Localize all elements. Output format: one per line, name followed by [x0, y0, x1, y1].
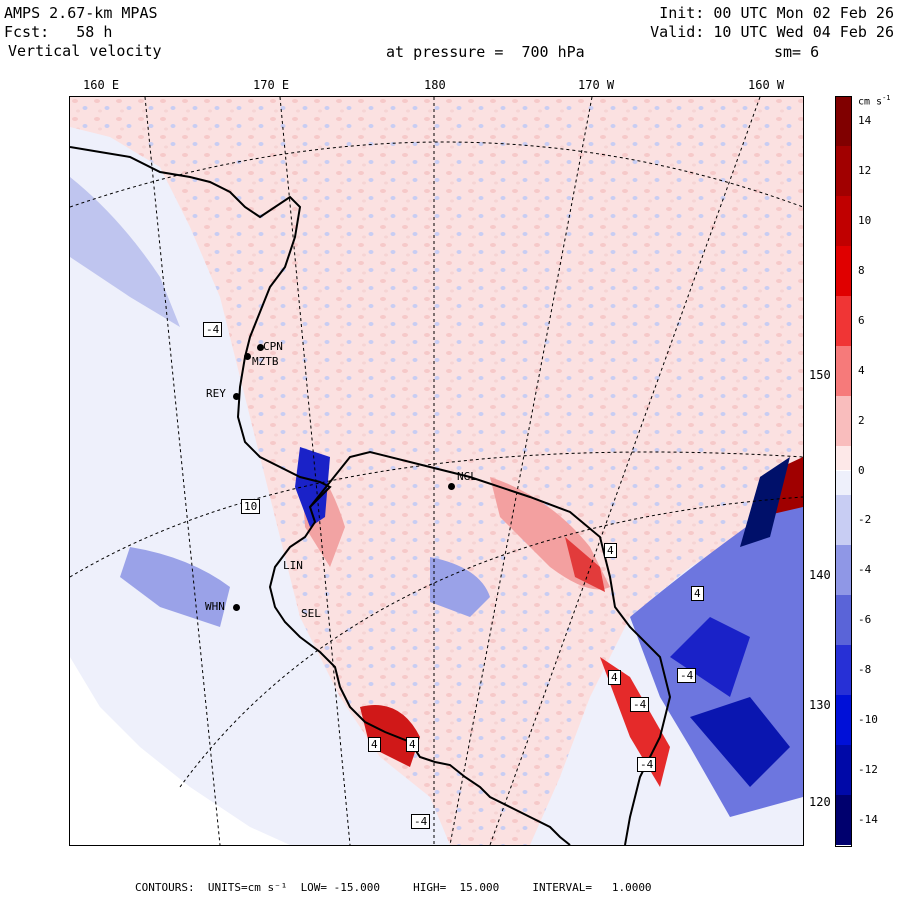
extremum-marker: 10	[241, 499, 261, 514]
colorbar-band	[836, 645, 851, 696]
extremum-marker: -4	[630, 697, 650, 712]
station-label-cpn: CPN	[263, 340, 283, 353]
colorbar-band	[836, 795, 851, 845]
colorbar-tick-label: 8	[858, 263, 865, 277]
station-dot-rey	[233, 393, 240, 400]
colorbar-band	[836, 470, 851, 496]
ice-shelf-front	[309, 450, 672, 845]
colorbar-band	[836, 695, 851, 746]
lon-label-160w: 160 W	[748, 78, 785, 92]
downdraft-core-east-3	[740, 457, 790, 547]
downdraft-core-east-2	[690, 697, 790, 787]
extremum-marker: -4	[411, 814, 431, 829]
colorbar-tick-label: -2	[858, 513, 872, 527]
contour-info: CONTOURS: UNITS=cm s⁻¹ LOW= -15.000 HIGH…	[135, 881, 652, 894]
colorbar-tick-label: -8	[858, 663, 872, 677]
colorbar-band	[836, 245, 851, 296]
smoothing-value: sm= 6	[774, 43, 820, 61]
extremum-marker: 4	[368, 737, 381, 752]
forecast-hour: Fcst: 58 h	[4, 23, 113, 41]
colorbar-band	[836, 495, 851, 546]
colorbar-tick-label: 2	[858, 413, 865, 427]
colorbar-border	[835, 96, 852, 847]
outside-domain	[70, 657, 290, 845]
colorbar-tick-label: -12	[858, 763, 878, 777]
map-canvas	[70, 97, 803, 845]
lon-label-180: 180	[424, 78, 446, 92]
updraft-streak-east	[600, 657, 670, 787]
colorbar-tick-label: 12	[858, 163, 872, 177]
extremum-marker: 4	[608, 670, 621, 685]
colorbar-tick-label: 10	[858, 213, 872, 227]
field-name: Vertical velocity	[8, 42, 162, 60]
station-label-mztb: MZTB	[252, 355, 279, 368]
colorbar-tick-label: 6	[858, 313, 865, 327]
colorbar-band	[836, 96, 851, 146]
extremum-marker: -4	[637, 757, 657, 772]
valid-time: Valid: 10 UTC Wed 04 Feb 26	[650, 23, 894, 41]
pressure-level: at pressure = 700 hPa	[386, 43, 585, 61]
station-label-ngl: NGL	[457, 470, 477, 483]
downdraft-core-coast	[295, 447, 330, 527]
station-dot-mztb	[244, 353, 251, 360]
colorbar-tick-label: 4	[858, 363, 865, 377]
colorbar-tick-label: -6	[858, 613, 872, 627]
station-label-rey: REY	[206, 387, 226, 400]
colorbar-band	[836, 545, 851, 596]
model-title: AMPS 2.67-km MPAS	[4, 4, 158, 22]
lon-label-160e: 160 E	[83, 78, 120, 92]
downdraft-patch-south	[430, 557, 490, 617]
station-label-lin: LIN	[283, 559, 303, 572]
colorbar-tick-label: 14	[858, 113, 872, 127]
colorbar-band	[836, 145, 851, 196]
station-dot-cpn	[257, 344, 264, 351]
station-label-sel: SEL	[301, 607, 321, 620]
init-time: Init: 00 UTC Mon 02 Feb 26	[659, 4, 894, 22]
colorbar-tick-label: -14	[858, 813, 878, 827]
downdraft-patch-mid	[120, 547, 230, 627]
colorbar-band	[836, 295, 851, 346]
downdraft-patch-west	[70, 177, 180, 327]
colorbar-band	[836, 595, 851, 646]
extremum-marker: -4	[677, 668, 697, 683]
extremum-marker: -4	[203, 322, 223, 337]
updraft-core-south	[360, 705, 420, 767]
downdraft-core-east-1	[670, 617, 750, 697]
colorbar-tick-label: -4	[858, 563, 872, 577]
extremum-marker: 4	[691, 586, 704, 601]
lon-label-170w: 170 W	[578, 78, 615, 92]
updraft-core-central	[565, 537, 605, 592]
station-label-whn: WHN	[205, 600, 225, 613]
colorbar-band	[836, 395, 851, 446]
extremum-marker: 4	[406, 737, 419, 752]
station-dot-ngl	[448, 483, 455, 490]
colorbar-band	[836, 345, 851, 396]
vertical-velocity-map: MZTB CPN REY NGL WHN SEL LIN -4 -4 10 4 …	[69, 96, 804, 846]
colorbar-tick-label: 0	[858, 463, 865, 477]
graticule	[70, 97, 803, 845]
colorbar-band	[836, 445, 851, 471]
ocean-speckle	[70, 97, 803, 845]
station-dot-whn	[233, 604, 240, 611]
colorbar-tick-label: -10	[858, 713, 878, 727]
extremum-marker: 4	[604, 543, 617, 558]
lon-label-170e: 170 E	[253, 78, 290, 92]
colorbar-band	[836, 195, 851, 246]
colorbar-band	[836, 745, 851, 796]
colorbar-units: cm s-1	[858, 94, 891, 108]
